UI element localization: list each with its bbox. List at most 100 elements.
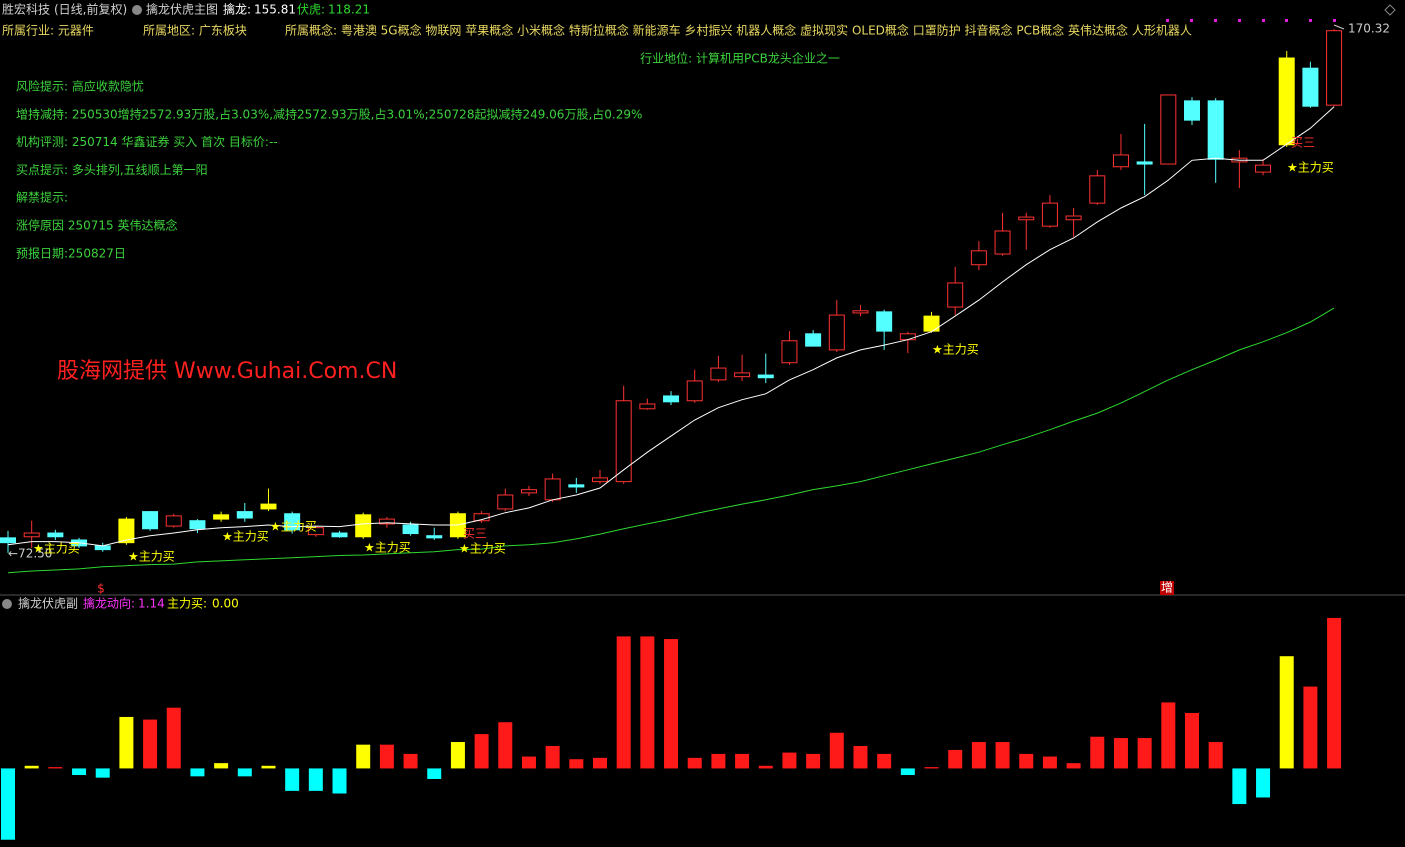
candle-body [165, 515, 182, 527]
bar [1042, 756, 1057, 769]
candle-body [355, 514, 372, 538]
candle-body [118, 518, 135, 544]
candle-body [805, 333, 822, 347]
menu-icon[interactable] [132, 5, 142, 15]
high-pointer [1333, 24, 1345, 30]
industry: 所属行业: 元器件 [2, 24, 94, 38]
bar [924, 767, 939, 769]
bar [1185, 712, 1199, 769]
legend-label: 擒龙动向: [83, 596, 135, 611]
annotation: ★主力买 [932, 343, 979, 357]
bar [545, 745, 560, 769]
bar [308, 768, 323, 791]
bar [758, 765, 773, 769]
note: 解禁提示: [16, 190, 68, 205]
bar [853, 745, 868, 769]
candle-body [1207, 100, 1224, 160]
candle-body [426, 535, 443, 539]
bar [72, 768, 87, 776]
bar [474, 734, 489, 769]
indicator-line [7, 307, 1335, 574]
annotation: ★主力买 [222, 530, 269, 544]
bar [261, 765, 276, 769]
bar [1279, 656, 1294, 769]
annotation: ★主力买 [33, 542, 80, 556]
bar [498, 722, 513, 769]
marker-box [1160, 581, 1174, 595]
candle-body [1136, 161, 1153, 165]
bar [948, 749, 963, 769]
candle-body [734, 372, 751, 378]
region: 所属地区: 广东板块 [143, 24, 247, 38]
legend-label: 伏虎: [297, 3, 325, 17]
candle-body [663, 395, 680, 403]
bar [593, 757, 607, 769]
note: 增持减持: 250530增持2572.93万股,占3.03%,减持2572.93… [16, 106, 642, 121]
diamond-icon[interactable] [1384, 4, 1396, 16]
bar [782, 752, 797, 769]
candle-body [1065, 215, 1082, 221]
low-label: ←72.50 [8, 546, 52, 560]
bar [995, 742, 1010, 769]
candle-body [828, 314, 845, 351]
candle-body [568, 484, 585, 488]
candle-body [615, 400, 632, 483]
candle-body [402, 524, 419, 535]
bar [971, 742, 986, 769]
annotation: 买三 [1291, 136, 1315, 150]
legend-value: 1.14 [138, 597, 165, 611]
bar [1113, 738, 1128, 769]
readout-label: 主力买: [167, 597, 207, 611]
candle-body [1089, 175, 1106, 204]
candle-body [544, 478, 561, 501]
legend-label: 擒龙: [223, 2, 251, 17]
bar [332, 768, 347, 794]
bar [1303, 686, 1318, 769]
candle-body [497, 494, 514, 510]
legend-value: 155.81 [254, 3, 296, 17]
candle-body [142, 511, 159, 530]
candle-body [923, 315, 940, 332]
candle-body [1112, 154, 1129, 168]
candle-body [970, 250, 987, 266]
marker: 增 [1161, 581, 1173, 595]
menu-icon[interactable] [2, 599, 12, 609]
bar [237, 768, 252, 777]
candle-body [307, 527, 324, 536]
concepts: 所属概念: 粤港澳 5G概念 物联网 苹果概念 小米概念 特斯拉概念 新能源车 … [285, 23, 1192, 38]
bar [1161, 702, 1176, 769]
candle-body [0, 537, 16, 544]
bar [285, 768, 300, 791]
bar [664, 639, 679, 769]
candle-body [23, 532, 40, 538]
annotation: 买三 [463, 527, 487, 541]
candle-body [947, 282, 964, 308]
watermark: 股海网提供 Www.Guhai.Com.CN [57, 359, 397, 384]
bar [214, 763, 229, 769]
bar [616, 636, 631, 769]
note: 买点提示: 多头排列,五线顺上第一阳 [16, 162, 208, 177]
bar [1090, 736, 1105, 769]
annotation: ★主力买 [364, 541, 411, 555]
bar [1019, 753, 1034, 769]
candle-body [1326, 30, 1343, 106]
candle-body [189, 520, 206, 530]
bar [1256, 768, 1271, 798]
candle-body [757, 374, 774, 379]
candle-body [1160, 94, 1177, 165]
note: 风险提示: 高应收款隐忧 [16, 79, 144, 94]
indicator-name: 擒龙伏虎主图 [146, 2, 218, 17]
bar [143, 719, 158, 769]
bar [711, 753, 726, 769]
candle-body [592, 477, 608, 483]
bar [166, 707, 181, 769]
candle-body [639, 403, 656, 410]
candle-body [852, 310, 869, 314]
candle-body [686, 380, 703, 402]
bar [521, 756, 536, 769]
legend-value: 118.21 [328, 3, 370, 17]
candle-body [94, 545, 111, 551]
note: 机构评测: 250714 华鑫证券 买入 首次 目标价:-- [16, 134, 278, 149]
